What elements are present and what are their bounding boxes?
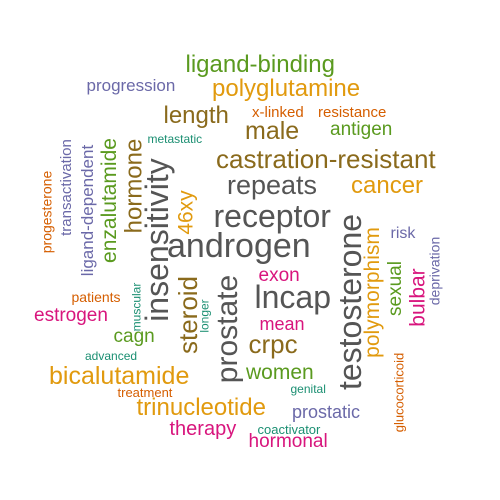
word-risk: risk — [390, 225, 416, 242]
word-cancer: cancer — [351, 172, 424, 199]
word-estrogen: estrogen — [34, 304, 108, 326]
word-crpc: crpc — [248, 329, 298, 359]
word-progression: progression — [86, 75, 176, 95]
word-longer: longer — [197, 299, 212, 333]
word-genital: genital — [290, 382, 326, 396]
word-ligand-binding: ligand-binding — [185, 51, 335, 78]
word-coactivator: coactivator — [257, 421, 321, 437]
word-prostatic: prostatic — [292, 402, 361, 422]
word-androgen: androgen — [167, 227, 311, 265]
word-transactivation: transactivation — [57, 138, 75, 236]
word-therapy: therapy — [169, 418, 237, 440]
word-glucocorticoid: glucocorticoid — [391, 352, 407, 432]
word-enzalutamide: enzalutamide — [97, 137, 121, 263]
word-receptor: receptor — [213, 198, 331, 234]
word-bicalutamide: bicalutamide — [49, 361, 190, 390]
word-insensitivity: insensitivity — [138, 158, 175, 322]
word-hormonal: hormonal — [248, 430, 328, 452]
word-ligand-dependent: ligand-dependent — [77, 144, 97, 276]
word-polymorphism: polymorphism — [360, 226, 384, 358]
word-progesterone: progesterone — [37, 170, 54, 254]
word-resistance: resistance — [318, 103, 387, 121]
word-sexual: sexual — [384, 260, 406, 316]
word-repeats: repeats — [227, 169, 318, 200]
word-x-linked: x-linked — [252, 103, 304, 121]
word-cagn: cagn — [113, 325, 155, 347]
word-patients: patients — [71, 289, 121, 305]
word-castration-resistant: castration-resistant — [216, 144, 436, 174]
word-length: length — [163, 102, 229, 129]
word-muscular: muscular — [128, 282, 143, 332]
word-trinucleotide: trinucleotide — [136, 394, 266, 421]
word-male: male — [245, 116, 300, 145]
word-antigen: antigen — [330, 118, 393, 140]
word-46xy: 46xy — [174, 189, 198, 235]
word-exon: exon — [258, 264, 300, 286]
word-prostate: prostate — [211, 274, 245, 384]
word-lncap: lncap — [254, 279, 332, 315]
word-treatment: treatment — [117, 384, 173, 400]
word-advanced: advanced — [85, 349, 138, 363]
word-women: women — [246, 360, 314, 384]
word-bulbar: bulbar — [406, 267, 430, 327]
word-metastatic: metastatic — [147, 132, 203, 146]
word-mean: mean — [259, 314, 305, 334]
word-polyglutamine: polyglutamine — [212, 75, 361, 102]
